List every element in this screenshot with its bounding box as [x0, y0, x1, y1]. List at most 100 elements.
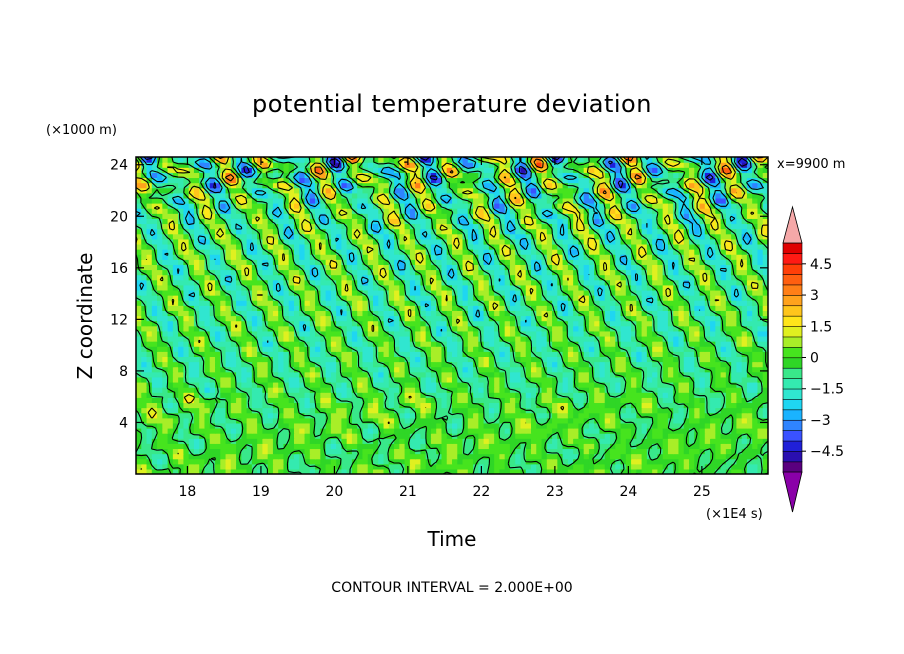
heatmap-cell: [267, 443, 274, 450]
heatmap-cell: [199, 361, 206, 368]
heatmap-cell: [309, 356, 316, 363]
heatmap-cell: [678, 300, 685, 306]
heatmap-cell: [383, 341, 390, 347]
heatmap-cell: [757, 443, 764, 450]
heatmap-cell: [357, 427, 364, 434]
heatmap-cell: [467, 335, 474, 342]
heatmap-cell: [178, 417, 184, 424]
heatmap-cell: [457, 346, 464, 352]
heatmap-cell: [288, 407, 295, 414]
heatmap-cell: [625, 402, 632, 409]
heatmap-cell: [683, 361, 690, 368]
heatmap-cell: [362, 305, 369, 311]
heatmap-cell: [525, 351, 532, 357]
heatmap-cell: [267, 381, 274, 388]
heatmap-cell: [525, 453, 532, 460]
heatmap-cell: [436, 346, 443, 352]
heatmap-cell: [172, 305, 179, 311]
heatmap-cell: [594, 361, 601, 368]
heatmap-cell: [594, 417, 601, 424]
heatmap-cell: [657, 468, 664, 474]
heatmap-cell: [441, 335, 448, 342]
heatmap-cell: [383, 397, 390, 404]
heatmap-cell: [567, 346, 574, 352]
heatmap-cell: [178, 443, 184, 450]
heatmap-cell: [541, 351, 548, 357]
heatmap-cell: [652, 279, 658, 286]
heatmap-cell: [288, 356, 295, 363]
heatmap-cell: [178, 346, 184, 352]
heatmap-cell: [720, 325, 727, 332]
heatmap-cell: [631, 453, 637, 460]
heatmap-cell: [457, 341, 464, 347]
heatmap-cell: [673, 341, 680, 347]
heatmap-cell: [257, 346, 263, 352]
heatmap-cell: [146, 295, 153, 301]
heatmap-cell: [557, 264, 564, 271]
heatmap-cell: [136, 448, 142, 455]
heatmap-cell: [578, 274, 585, 281]
heatmap-cell: [146, 361, 153, 368]
heatmap-cell: [652, 310, 658, 317]
heatmap-cell: [488, 310, 495, 317]
heatmap-cell: [320, 443, 327, 450]
heatmap-cell: [220, 453, 227, 460]
heatmap-cell: [288, 300, 295, 306]
heatmap-cell: [299, 346, 306, 352]
heatmap-cell: [509, 320, 516, 327]
heatmap-cell: [478, 438, 485, 444]
heatmap-cell: [646, 402, 653, 409]
heatmap-cell: [141, 259, 148, 265]
heatmap-cell: [399, 397, 406, 404]
heatmap-cell: [441, 325, 448, 332]
heatmap-cell: [141, 387, 148, 393]
heatmap-cell: [341, 361, 348, 368]
heatmap-cell: [415, 371, 421, 378]
heatmap-cell: [146, 463, 153, 470]
heatmap-cell: [373, 392, 379, 398]
heatmap-cell: [251, 325, 258, 332]
heatmap-cell: [294, 376, 300, 383]
heatmap-cell: [478, 305, 485, 311]
heatmap-cell: [546, 407, 553, 414]
heatmap-cell: [351, 443, 358, 450]
heatmap-cell: [246, 417, 253, 424]
heatmap-cell: [731, 453, 737, 460]
heatmap-cell: [741, 341, 748, 347]
heatmap-cell: [725, 448, 732, 455]
heatmap-cell: [178, 433, 184, 439]
heatmap-cell: [373, 264, 379, 271]
heatmap-cell: [230, 392, 237, 398]
heatmap-cell: [673, 417, 680, 424]
heatmap-cell: [151, 453, 158, 460]
heatmap-cell: [399, 361, 406, 368]
heatmap-cell: [167, 443, 174, 450]
heatmap-cell: [457, 392, 464, 398]
heatmap-cell: [373, 335, 379, 342]
heatmap-cell: [488, 412, 495, 419]
heatmap-cell: [162, 448, 169, 455]
heatmap-cell: [294, 407, 300, 414]
heatmap-cell: [262, 402, 269, 409]
heatmap-cell: [136, 310, 142, 317]
heatmap-cell: [520, 376, 527, 383]
heatmap-cell: [436, 433, 443, 439]
heatmap-cell: [320, 463, 327, 470]
heatmap-cell: [715, 320, 722, 327]
heatmap-cell: [278, 305, 285, 311]
heatmap-cell: [446, 305, 453, 311]
heatmap-cell: [615, 305, 622, 311]
heatmap-cell: [631, 351, 637, 357]
heatmap-cell: [378, 463, 385, 470]
heatmap-cell: [288, 295, 295, 301]
heatmap-cell: [715, 468, 722, 474]
heatmap-cell: [294, 356, 300, 363]
heatmap-cell: [357, 356, 364, 363]
heatmap-cell: [172, 361, 179, 368]
heatmap-cell: [415, 458, 421, 465]
heatmap-cell: [136, 381, 142, 388]
heatmap-cell: [604, 289, 611, 296]
heatmap-cell: [425, 463, 432, 470]
heatmap-cell: [299, 433, 306, 439]
heatmap-cell: [320, 387, 327, 393]
